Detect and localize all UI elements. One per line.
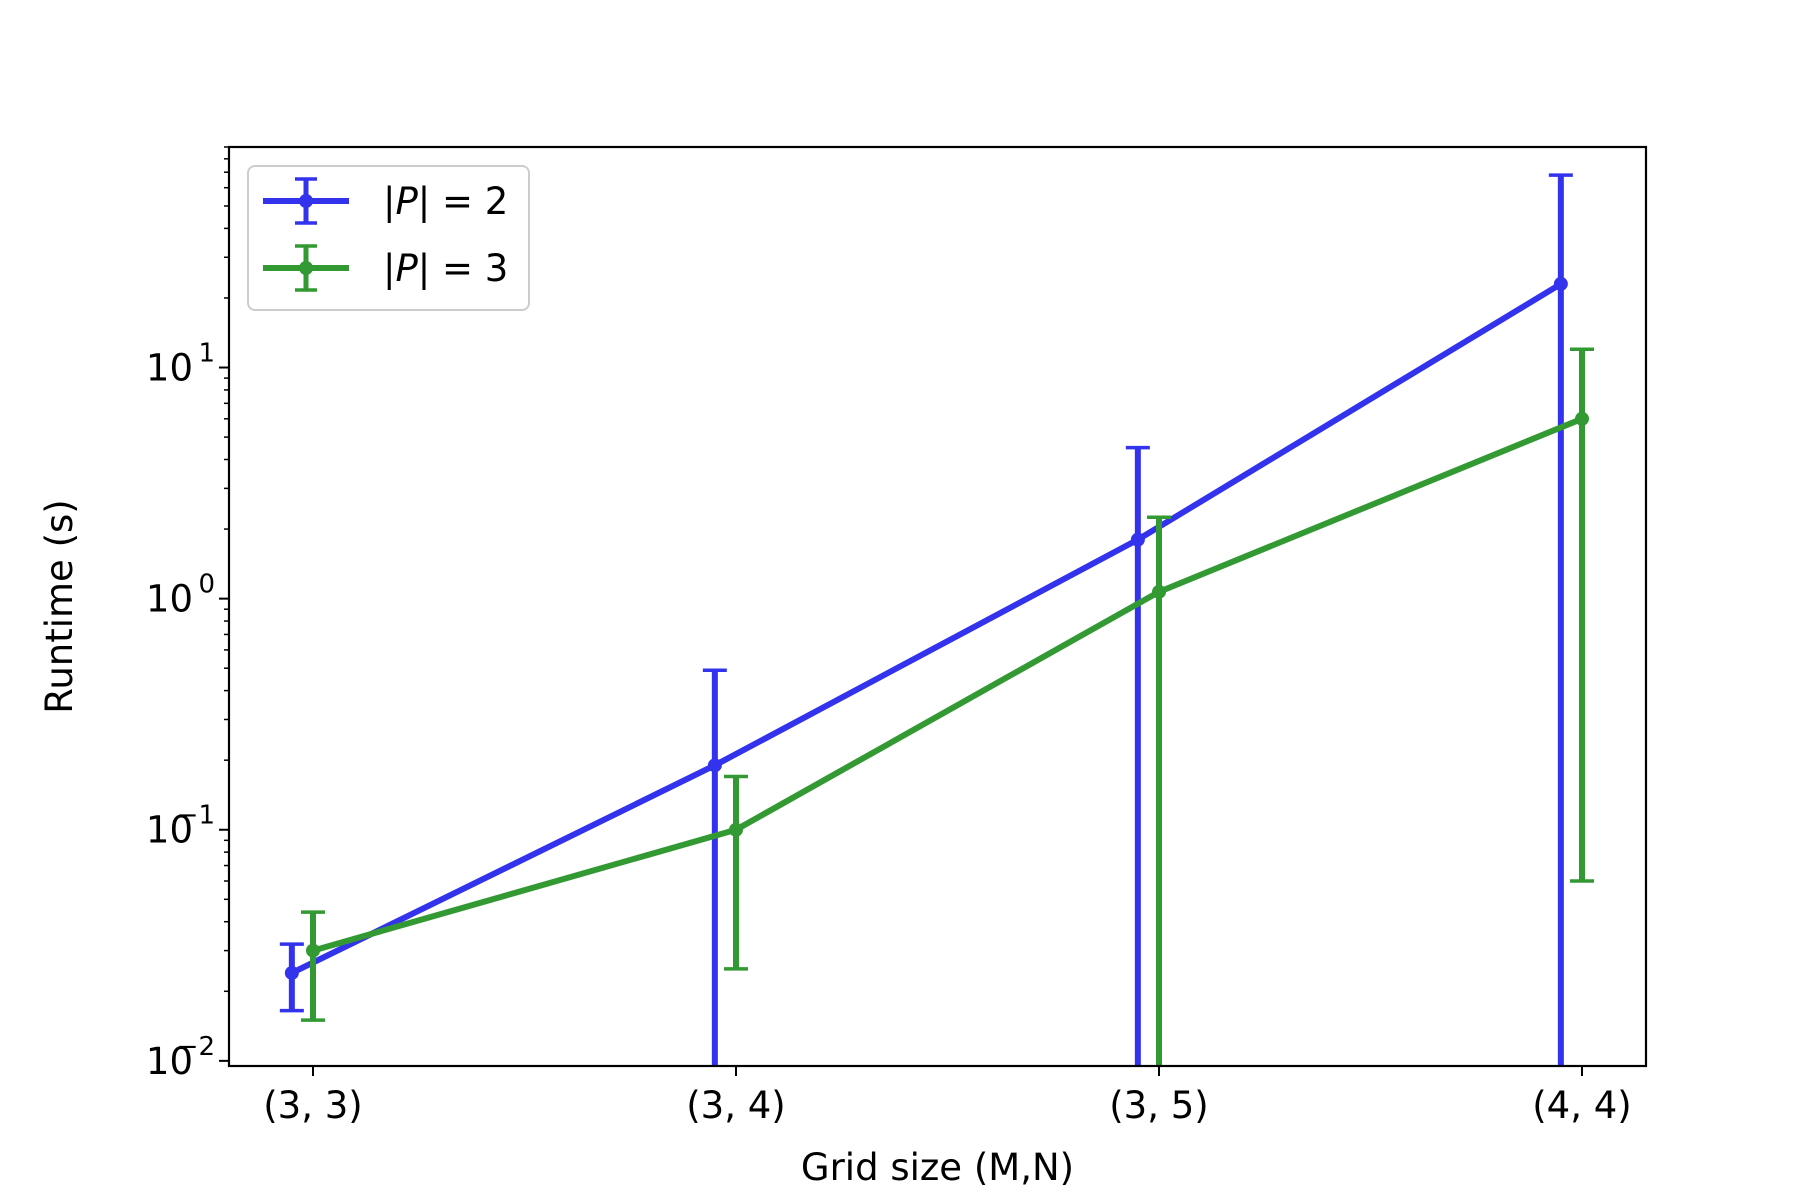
data-point	[1553, 276, 1568, 291]
data-point	[306, 943, 320, 958]
y-tick-base: 10	[146, 1040, 193, 1083]
y-tick-base: 10	[146, 347, 193, 390]
legend-item: |P| = 2	[263, 177, 508, 225]
legend-label: |P| = 2	[383, 180, 508, 223]
y-tick-label: 10	[146, 347, 193, 390]
data-point	[1575, 411, 1589, 426]
data-point	[284, 965, 299, 980]
series-line	[312, 416, 1584, 954]
y-tick-base: 10	[146, 578, 193, 621]
data-point	[729, 822, 743, 837]
y-tick-exponent: 1	[198, 339, 215, 369]
axes-frame	[227, 145, 1648, 1068]
x-tick-label: (3, 4)	[686, 1084, 785, 1127]
y-tick-exponent: −2	[177, 1032, 215, 1062]
y-tick-exponent: 0	[198, 570, 215, 600]
data-point	[1130, 532, 1145, 547]
legend: |P| = 2 |P| = 3	[247, 165, 530, 311]
x-tick-label: (3, 5)	[1109, 1084, 1208, 1127]
x-tick-label: (4, 4)	[1532, 1084, 1631, 1127]
y-axis-label: Runtime (s)	[38, 499, 81, 713]
series-line	[290, 281, 1563, 976]
y-tick-label: 10	[146, 809, 193, 852]
legend-marker	[299, 194, 313, 208]
legend-label: |P| = 3	[383, 247, 508, 290]
x-tick-label: (3, 3)	[263, 1084, 362, 1127]
y-tick-base: 10	[146, 809, 193, 852]
y-tick-exponent: −1	[177, 801, 215, 831]
data-point	[707, 758, 722, 773]
legend-item: |P| = 3	[263, 244, 508, 292]
legend-marker	[299, 261, 313, 275]
y-tick-label: 10	[146, 578, 193, 621]
data-point	[1152, 584, 1166, 599]
y-tick-label: 10	[146, 1040, 193, 1083]
x-axis-label: Grid size (M,N)	[801, 1146, 1074, 1189]
series-1	[279, 173, 1573, 1066]
plot-area	[279, 173, 1594, 1066]
series-2	[301, 347, 1594, 1066]
